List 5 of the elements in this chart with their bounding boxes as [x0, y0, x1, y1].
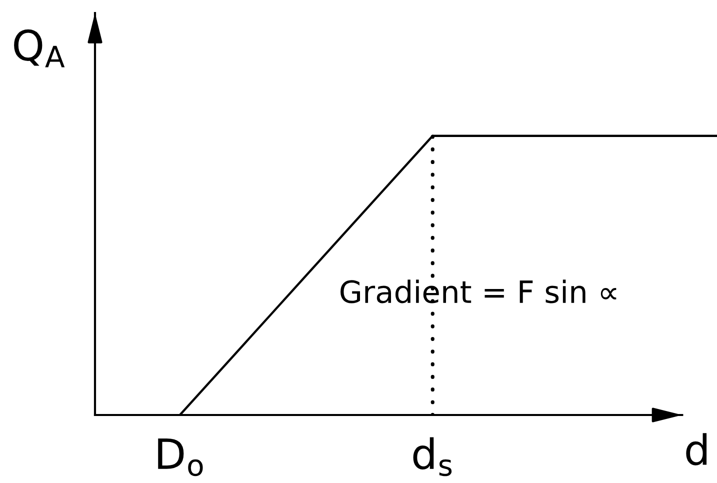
- x-tick-label: D$_{o}$: [158, 438, 203, 476]
- y-axis-title: Q$_{A}$: [14, 29, 65, 68]
- x-tick-label: d$_{s}$: [413, 437, 452, 476]
- x-axis-title: d: [686, 433, 707, 466]
- annotation: Gradient = F sin ∝: [340, 280, 616, 304]
